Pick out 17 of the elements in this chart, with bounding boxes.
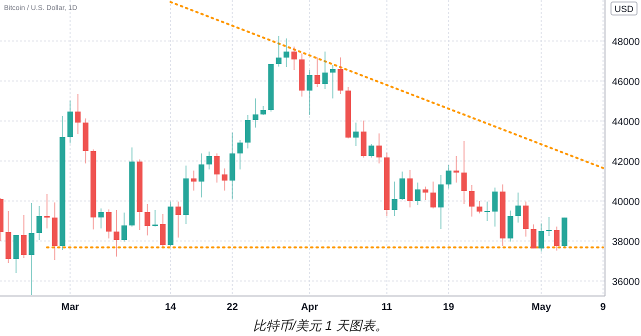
- x-tick-label: Mar: [61, 302, 80, 313]
- y-tick-label: 42000: [612, 157, 640, 168]
- y-tick-label: 40000: [612, 197, 640, 208]
- y-tick-label: 48000: [612, 37, 640, 48]
- x-tick-label: 9: [600, 302, 606, 313]
- x-tick-label: 19: [443, 302, 455, 313]
- x-tick-label: Apr: [300, 302, 318, 313]
- x-tick-label: 22: [226, 302, 238, 313]
- x-tick-label: 11: [382, 302, 393, 313]
- x-tick-label: May: [532, 302, 552, 313]
- y-tick-label: 44000: [612, 117, 640, 128]
- text: 比特币/美元 1 天图表。: [252, 318, 388, 333]
- y-tick-label: 38000: [612, 237, 640, 248]
- x-tick-label: 14: [164, 302, 177, 313]
- y-tick-label: 46000: [612, 77, 640, 88]
- y-tick-label: 36000: [612, 277, 640, 288]
- y-axis-title: USD: [614, 4, 634, 14]
